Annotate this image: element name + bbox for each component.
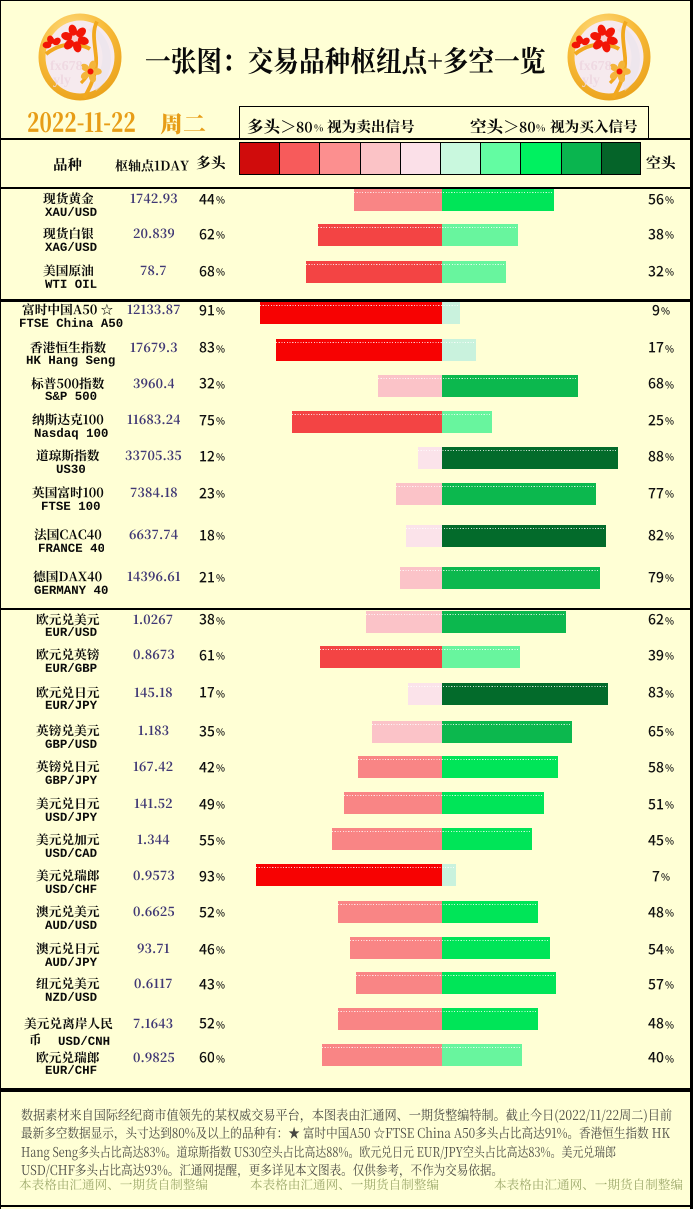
svg-text:yly: yly	[53, 73, 71, 88]
svg-text:fx678: fx678	[50, 59, 83, 74]
svg-text:yly: yly	[582, 73, 600, 88]
svg-text:fx678: fx678	[579, 59, 612, 74]
